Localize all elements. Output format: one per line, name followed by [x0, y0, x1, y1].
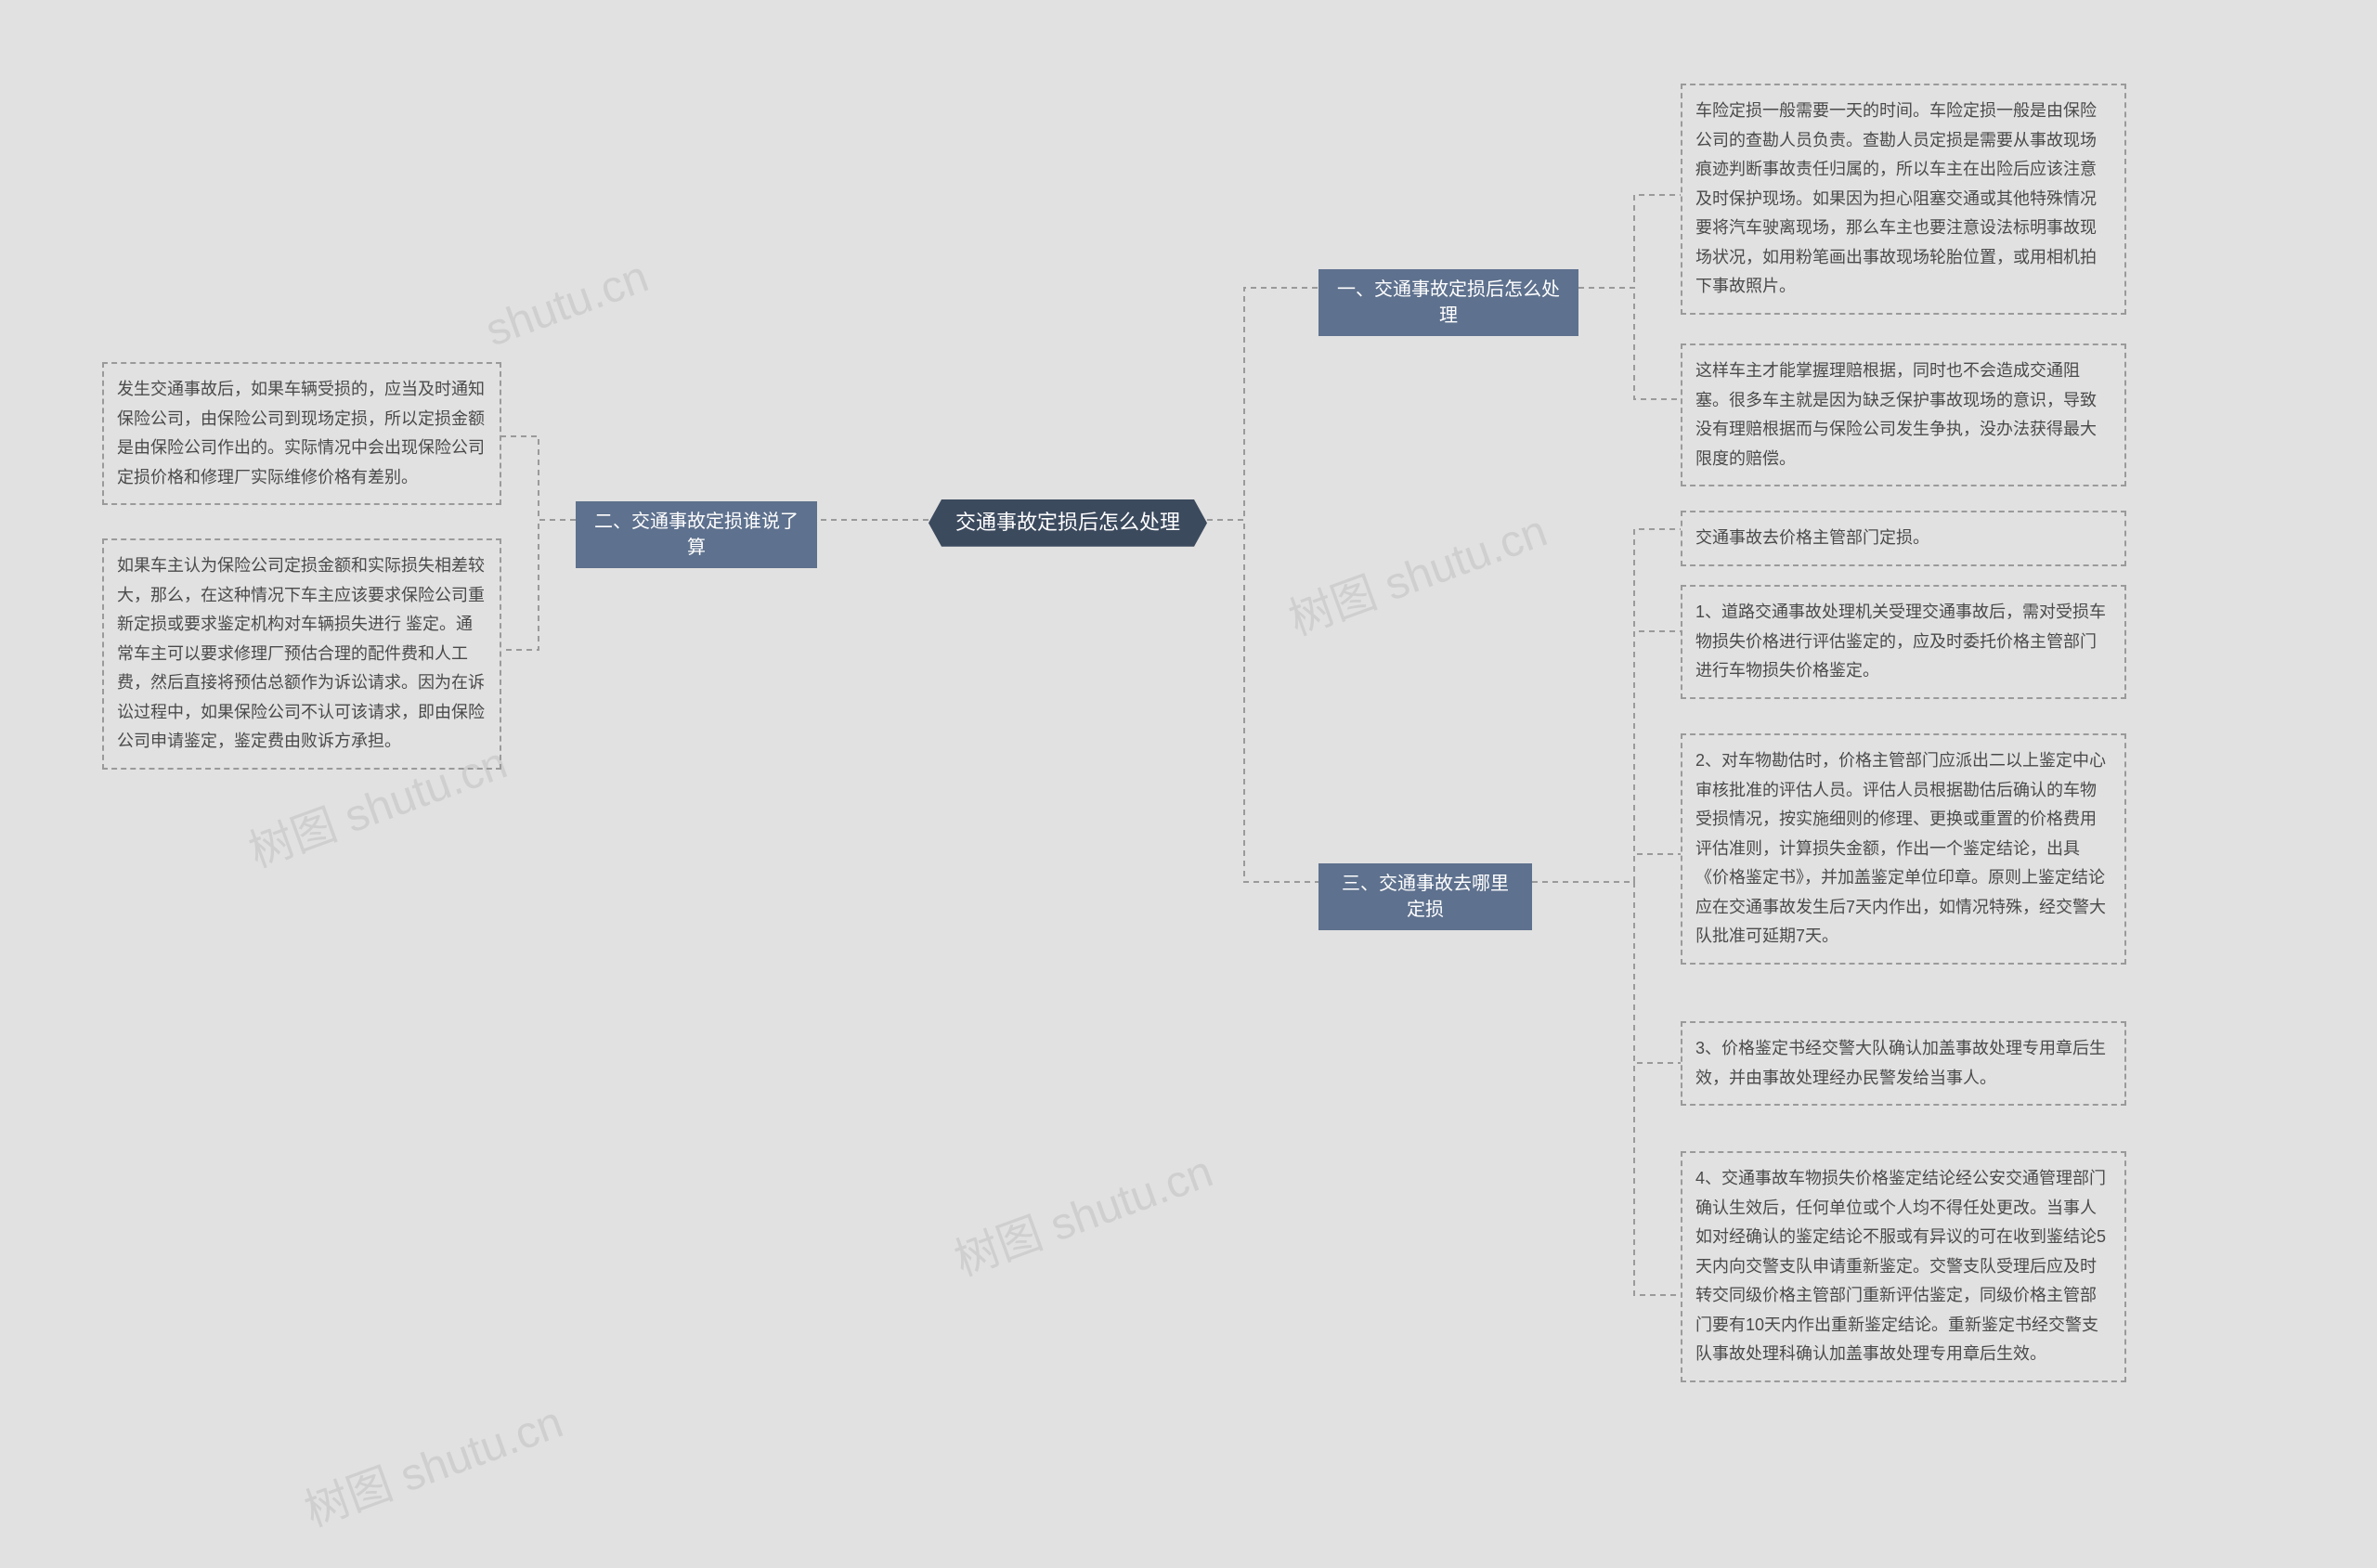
leaf-b3-5: 4、交通事故车物损失价格鉴定结论经公安交通管理部门确认生效后，任何单位或个人均不… — [1681, 1151, 2126, 1382]
leaf-b3-2: 1、道路交通事故处理机关受理交通事故后，需对受损车物损失价格进行评估鉴定的，应及… — [1681, 585, 2126, 699]
leaf-b1-1: 车险定损一般需要一天的时间。车险定损一般是由保险公司的查勘人员负责。查勘人员定损… — [1681, 84, 2126, 315]
leaf-b2-1: 发生交通事故后，如果车辆受损的，应当及时通知保险公司，由保险公司到现场定损，所以… — [102, 362, 501, 505]
watermark: 树图 shutu.cn — [1279, 494, 1554, 647]
watermark: shutu.cn — [479, 252, 655, 357]
branch-1[interactable]: 一、交通事故定损后怎么处理 — [1318, 269, 1578, 336]
leaf-b3-4: 3、价格鉴定书经交警大队确认加盖事故处理专用章后生效，并由事故处理经办民警发给当… — [1681, 1021, 2126, 1106]
branch-3[interactable]: 三、交通事故去哪里定损 — [1318, 863, 1532, 930]
leaf-b2-2: 如果车主认为保险公司定损金额和实际损失相差较大，那么，在这种情况下车主应该要求保… — [102, 538, 501, 770]
root-node[interactable]: 交通事故定损后怎么处理 — [929, 499, 1207, 547]
watermark: 树图 shutu.cn — [944, 1134, 1220, 1288]
branch-2[interactable]: 二、交通事故定损谁说了算 — [576, 501, 817, 568]
leaf-b3-1: 交通事故去价格主管部门定损。 — [1681, 511, 2126, 566]
watermark: 树图 shutu.cn — [294, 1385, 570, 1538]
leaf-b3-3: 2、对车物勘估时，价格主管部门应派出二以上鉴定中心审核批准的评估人员。评估人员根… — [1681, 733, 2126, 965]
leaf-b1-2: 这样车主才能掌握理赔根据，同时也不会造成交通阻塞。很多车主就是因为缺乏保护事故现… — [1681, 343, 2126, 486]
